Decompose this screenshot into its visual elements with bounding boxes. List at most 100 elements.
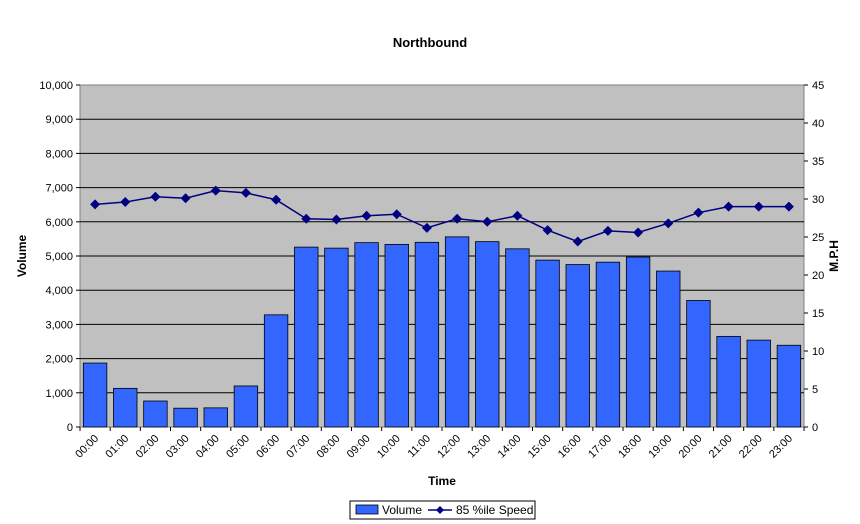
volume-bar [444,236,470,428]
x-tick-label: 15:00 [526,433,554,461]
volume-bar [535,259,560,428]
speed-point [271,194,282,205]
volume-bar [263,314,289,428]
speed-point [120,197,131,208]
volume-bar [475,241,500,428]
speed-point [361,210,372,221]
volume-bar [173,407,198,428]
speed-point [693,207,704,218]
volume-bar [324,247,349,428]
x-tick-label: 18:00 [616,433,644,461]
speed-point [572,236,583,247]
volume-bars [82,236,802,428]
speed-point [331,214,342,225]
speed-point [753,201,764,212]
x-tick-label: 13:00 [465,433,493,461]
legend-volume-label: Volume [382,503,422,517]
x-tick-label: 10:00 [375,433,403,461]
x-axis-title: Time [428,474,456,488]
x-tick-label: 22:00 [737,433,765,461]
right-tick-label: 5 [812,384,818,396]
volume-bar [686,300,711,428]
x-tick-label: 12:00 [435,433,463,461]
speed-line [90,185,794,247]
x-tick-label: 00:00 [73,433,101,461]
left-tick-label: 1,000 [45,388,73,400]
volume-bar [625,256,651,428]
x-tick-label: 14:00 [496,433,524,461]
right-tick-label: 25 [812,232,824,244]
x-tick-label: 20:00 [677,433,705,461]
speed-point [783,201,794,212]
left-tick-label: 9,000 [45,114,73,126]
speed-point [602,225,613,236]
x-tick-label: 16:00 [556,433,584,461]
x-tick-label: 21:00 [707,433,735,461]
x-tick-label: 02:00 [134,433,162,461]
chart-title: Northbound [393,35,467,50]
left-tick-label: 7,000 [45,183,73,195]
left-tick-label: 2,000 [45,354,73,366]
speed-point [512,210,523,221]
speed-point [663,218,674,229]
right-tick-label: 35 [812,156,824,168]
speed-point [421,222,432,233]
x-tick-label: 03:00 [164,433,192,461]
x-axis-ticks: 00:00 01:00 02:00 03:00 04:00 05:00 06:00 07:00… [73,427,805,461]
y-axis-title: Volume [15,234,29,277]
speed-point [301,213,312,224]
x-tick-label: 04:00 [194,433,222,461]
speed-polyline [95,189,789,243]
speed-point [210,185,221,196]
speed-point [150,191,161,202]
volume-bar [776,344,802,428]
left-tick-label: 0 [67,422,73,434]
speed-point [542,225,553,236]
volume-bar [82,362,108,428]
left-tick-label: 3,000 [45,319,73,331]
legend: Volume 85 %ile Speed [349,500,536,520]
right-axis-ticks: 0 5 10 15 20 25 30 35 40 45 [804,80,824,434]
volume-bar [565,264,590,428]
legend-volume-swatch [355,504,379,515]
right-tick-label: 20 [812,270,824,282]
x-tick-label: 23:00 [767,433,795,461]
x-tick-label: 11:00 [406,433,433,460]
x-tick-label: 06:00 [254,433,282,461]
left-tick-label: 5,000 [45,251,73,263]
volume-bar [113,387,138,428]
volume-bar [716,335,741,428]
legend-speed-marker [436,506,444,514]
speed-point [452,213,463,224]
right-tick-label: 30 [812,194,824,206]
x-tick-label: 05:00 [224,433,252,461]
x-tick-label: 08:00 [315,433,343,461]
speed-point [90,199,101,210]
left-axis-ticks: 0 1,000 2,000 3,000 4,000 5,000 6,000 7,000 8,00… [39,80,80,434]
right-tick-label: 40 [812,118,824,130]
y2-axis-title: M.P.H [827,240,841,272]
left-tick-label: 8,000 [45,148,73,160]
speed-point [240,187,251,198]
right-tick-label: 10 [812,346,824,358]
right-tick-label: 15 [812,308,824,320]
gridlines [80,118,804,394]
x-tick-label: 17:00 [586,433,614,461]
volume-bar [505,248,530,428]
legend-speed-label: 85 %ile Speed [456,503,533,517]
volume-bar [354,242,379,428]
volume-bar [294,246,319,428]
volume-bar [143,400,168,428]
left-tick-label: 6,000 [45,217,73,229]
right-tick-label: 45 [812,80,824,92]
volume-bar [656,270,681,428]
volume-bar [746,339,771,428]
speed-point [482,216,493,227]
x-tick-label: 07:00 [284,433,312,461]
x-tick-label: 19:00 [646,433,674,461]
speed-point [633,227,644,238]
speed-point [391,209,402,220]
volume-bar [414,241,440,428]
right-tick-label: 0 [812,422,818,434]
speed-point [180,193,191,204]
